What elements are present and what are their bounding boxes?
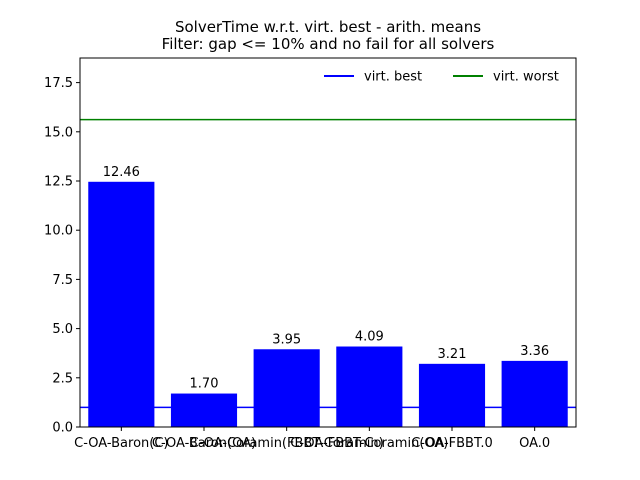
- y-tick-label: 12.5: [44, 175, 73, 190]
- y-tick-label: 10.0: [44, 224, 73, 239]
- bar: [253, 349, 320, 427]
- legend-entry: virt. best: [364, 70, 422, 85]
- bar-value-label: 4.09: [355, 330, 384, 345]
- bar: [418, 363, 486, 427]
- legend-entry: virt. worst: [493, 70, 559, 85]
- bar: [501, 360, 568, 427]
- bar: [170, 393, 238, 427]
- y-tick-label: 0.0: [52, 421, 73, 436]
- bar-value-label: 3.95: [272, 332, 301, 347]
- x-tick-label: C-OA-Baron(OA): [152, 436, 256, 451]
- x-tick-label: OA.0: [519, 436, 550, 451]
- axes-frame: [79, 57, 577, 428]
- bar-value-label: 3.36: [520, 344, 549, 359]
- x-tick-label: C-OA-Coramin(FBBT-Coramin): [190, 436, 384, 451]
- bar-value-label: 12.46: [103, 165, 140, 180]
- x-tick-label: C-OA-Baron(C): [74, 436, 168, 451]
- y-tick-label: 15.0: [44, 125, 73, 140]
- y-tick-label: 2.5: [52, 371, 73, 386]
- bar: [336, 346, 403, 427]
- y-tick-label: 17.5: [44, 76, 73, 91]
- bar-value-label: 1.70: [190, 377, 219, 392]
- plot-area: 12.46 1.70 3.95 4.09 3.21 3.36 0.0 2.5 5.0 7.5 10.…: [44, 57, 577, 451]
- y-tick-label: 7.5: [52, 273, 73, 288]
- chart-subtitle: Filter: gap <= 10% and no fail for all s…: [162, 35, 495, 53]
- y-tick-label: 5.0: [52, 322, 73, 337]
- x-tick-label: C-OA-FBBT-Coramin(OA): [290, 436, 448, 451]
- bar: [88, 181, 155, 427]
- chart-title: SolverTime w.r.t. virt. best - arith. me…: [175, 18, 481, 36]
- bar-value-label: 3.21: [438, 347, 467, 362]
- x-tick-label: C-OA-FBBT.0: [411, 436, 493, 451]
